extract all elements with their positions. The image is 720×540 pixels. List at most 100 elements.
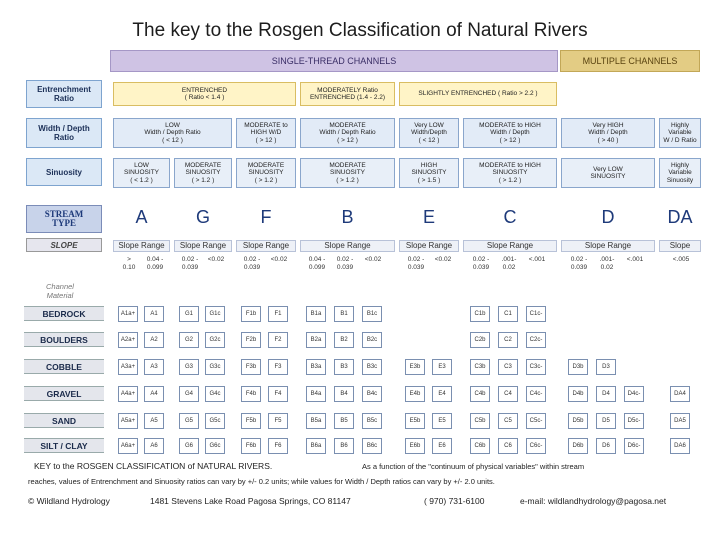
stream-type-cell: DA6 — [670, 438, 690, 454]
stream-type-cell: C3b — [470, 359, 490, 375]
stream-type-cell: C5b — [470, 413, 490, 429]
slightly-entrenched-box: SLIGHTLY ENTRENCHED ( Ratio > 2.2 ) — [399, 82, 557, 106]
stream-type-cell: F2b — [241, 332, 261, 348]
material-silt-clay: SILT / CLAY — [24, 438, 104, 453]
stream-type-b: B — [341, 207, 354, 227]
stream-type-cell: B5c — [362, 413, 382, 429]
stream-type-cell: G5c — [205, 413, 225, 429]
stream-type-cell: C6c- — [526, 438, 546, 454]
stream-type-cell: C4b — [470, 386, 490, 402]
stream-type-cell: E6b — [405, 438, 425, 454]
stream-type-cell: D4c- — [624, 386, 644, 402]
material-sand: SAND — [24, 413, 104, 428]
slope-value: 0.04 - 0.099 — [308, 256, 326, 271]
slope-value: 0.02 - 0.039 — [243, 256, 261, 271]
slope-header-d: Slope Range — [561, 240, 655, 252]
address: 1481 Stevens Lake Road Pagosa Springs, C… — [150, 496, 351, 506]
stream-type-cell: B2c — [362, 332, 382, 348]
slope-header-a: Slope Range — [113, 240, 170, 252]
moderately-entrenched-box: MODERATELY Ratio ENTRENCHED (1.4 - 2.2) — [300, 82, 395, 106]
stream-type-cell: C2c- — [526, 332, 546, 348]
stream-type-cell: C6b — [470, 438, 490, 454]
stream-type-cell: C5 — [498, 413, 518, 429]
stream-type-cell: G4c — [205, 386, 225, 402]
stream-type-cell: C2 — [498, 332, 518, 348]
material-boulders: BOULDERS — [24, 332, 104, 347]
sin-box-d: Very LOW SINUOSITY — [561, 158, 655, 188]
stream-type-cell: F6b — [241, 438, 261, 454]
slope-value: <.001 — [528, 256, 546, 263]
phone: ( 970) 731-6100 — [424, 496, 485, 506]
wd-box-mod-high: MODERATE to HIGH W/D ( > 12 ) — [236, 118, 296, 148]
entrenched-box: ENTRENCHED ( Ratio < 1.4 ) — [113, 82, 296, 106]
stream-type-cell: A6 — [144, 438, 164, 454]
stream-type-cell: G6 — [179, 438, 199, 454]
stream-type-cell: C2b — [470, 332, 490, 348]
stream-type-cell: A1 — [144, 306, 164, 322]
stream-type-cell: DA4 — [670, 386, 690, 402]
stream-type-cell: D5c- — [624, 413, 644, 429]
stream-type-cell: G1 — [179, 306, 199, 322]
stream-type-cell: C6 — [498, 438, 518, 454]
stream-type-da: DA — [667, 207, 693, 227]
sin-box-g: MODERATE SINUOSITY ( > 1.2 ) — [174, 158, 232, 188]
stream-type-cell: F3 — [268, 359, 288, 375]
stream-type-cell: G5 — [179, 413, 199, 429]
stream-type-cell: C5c- — [526, 413, 546, 429]
slope-header-b: Slope Range — [300, 240, 395, 252]
slope-value: 0.04 - 0.099 — [146, 256, 164, 271]
stream-type-cell: E3 — [432, 359, 452, 375]
stream-type-cell: F2 — [268, 332, 288, 348]
stream-type-cell: C1c- — [526, 306, 546, 322]
stream-type-c: C — [503, 207, 517, 227]
stream-type-cell: E5b — [405, 413, 425, 429]
slope-label: SLOPE — [26, 238, 102, 252]
stream-type-a: A — [135, 207, 148, 227]
stream-type-cell: D4 — [596, 386, 616, 402]
sin-box-e: HIGH SINUOSITY ( > 1.5 ) — [399, 158, 459, 188]
slope-value: 0.02 - 0.039 — [570, 256, 588, 271]
stream-type-label: STREAM TYPE — [26, 205, 102, 233]
stream-type-cell: A5a+ — [118, 413, 138, 429]
wd-box-very-high: Very HIGH Width / Depth ( > 40 ) — [561, 118, 655, 148]
stream-type-cell: A3 — [144, 359, 164, 375]
sin-box-c: MODERATE to HIGH SINUOSITY ( > 1.2 ) — [463, 158, 557, 188]
stream-type-cell: B6 — [334, 438, 354, 454]
stream-type-cell: A1a+ — [118, 306, 138, 322]
stream-type-cell: B4 — [334, 386, 354, 402]
wd-box-very-low: Very LOW Width/Depth ( < 12 ) — [399, 118, 459, 148]
slope-value: <0.02 — [207, 256, 225, 263]
stream-type-cell: E5 — [432, 413, 452, 429]
stream-type-cell: F1b — [241, 306, 261, 322]
stream-type-cell: D3b — [568, 359, 588, 375]
stream-type-cell: DA5 — [670, 413, 690, 429]
slope-header-f: Slope Range — [236, 240, 296, 252]
stream-type-cell: G6c — [205, 438, 225, 454]
stream-type-cell: G2c — [205, 332, 225, 348]
slope-header-da: Slope — [659, 240, 701, 252]
stream-type-cell: E3b — [405, 359, 425, 375]
copyright: © Wildland Hydrology — [28, 496, 110, 506]
stream-type-cell: B1c — [362, 306, 382, 322]
stream-type-cell: E4b — [405, 386, 425, 402]
entrenchment-label: Entrenchment Ratio — [26, 80, 102, 108]
stream-type-cell: B5a — [306, 413, 326, 429]
stream-type-d: D — [601, 207, 615, 227]
stream-type-cell: B6c — [362, 438, 382, 454]
stream-type-cell: A6a+ — [118, 438, 138, 454]
email: e-mail: wildlandhydrology@pagosa.net — [520, 496, 667, 506]
slope-header-e: Slope Range — [399, 240, 459, 252]
continuum-note: As a function of the "continuum of physi… — [362, 462, 585, 471]
stream-type-cell: B6a — [306, 438, 326, 454]
slope-value: 0.02 - 0.039 — [407, 256, 425, 271]
wd-box-mod-high-c: MODERATE to HIGH Width / Depth ( > 12 ) — [463, 118, 557, 148]
stream-type-cell: B3a — [306, 359, 326, 375]
slope-value: > 0.10 — [122, 256, 136, 271]
stream-type-cell: G1c — [205, 306, 225, 322]
stream-type-f: F — [260, 207, 272, 227]
slide-title: The key to the Rosgen Classification of … — [132, 20, 588, 41]
stream-type-cell: G3 — [179, 359, 199, 375]
stream-type-cell: D5 — [596, 413, 616, 429]
stream-type-cell: F4 — [268, 386, 288, 402]
stream-type-cell: E6 — [432, 438, 452, 454]
